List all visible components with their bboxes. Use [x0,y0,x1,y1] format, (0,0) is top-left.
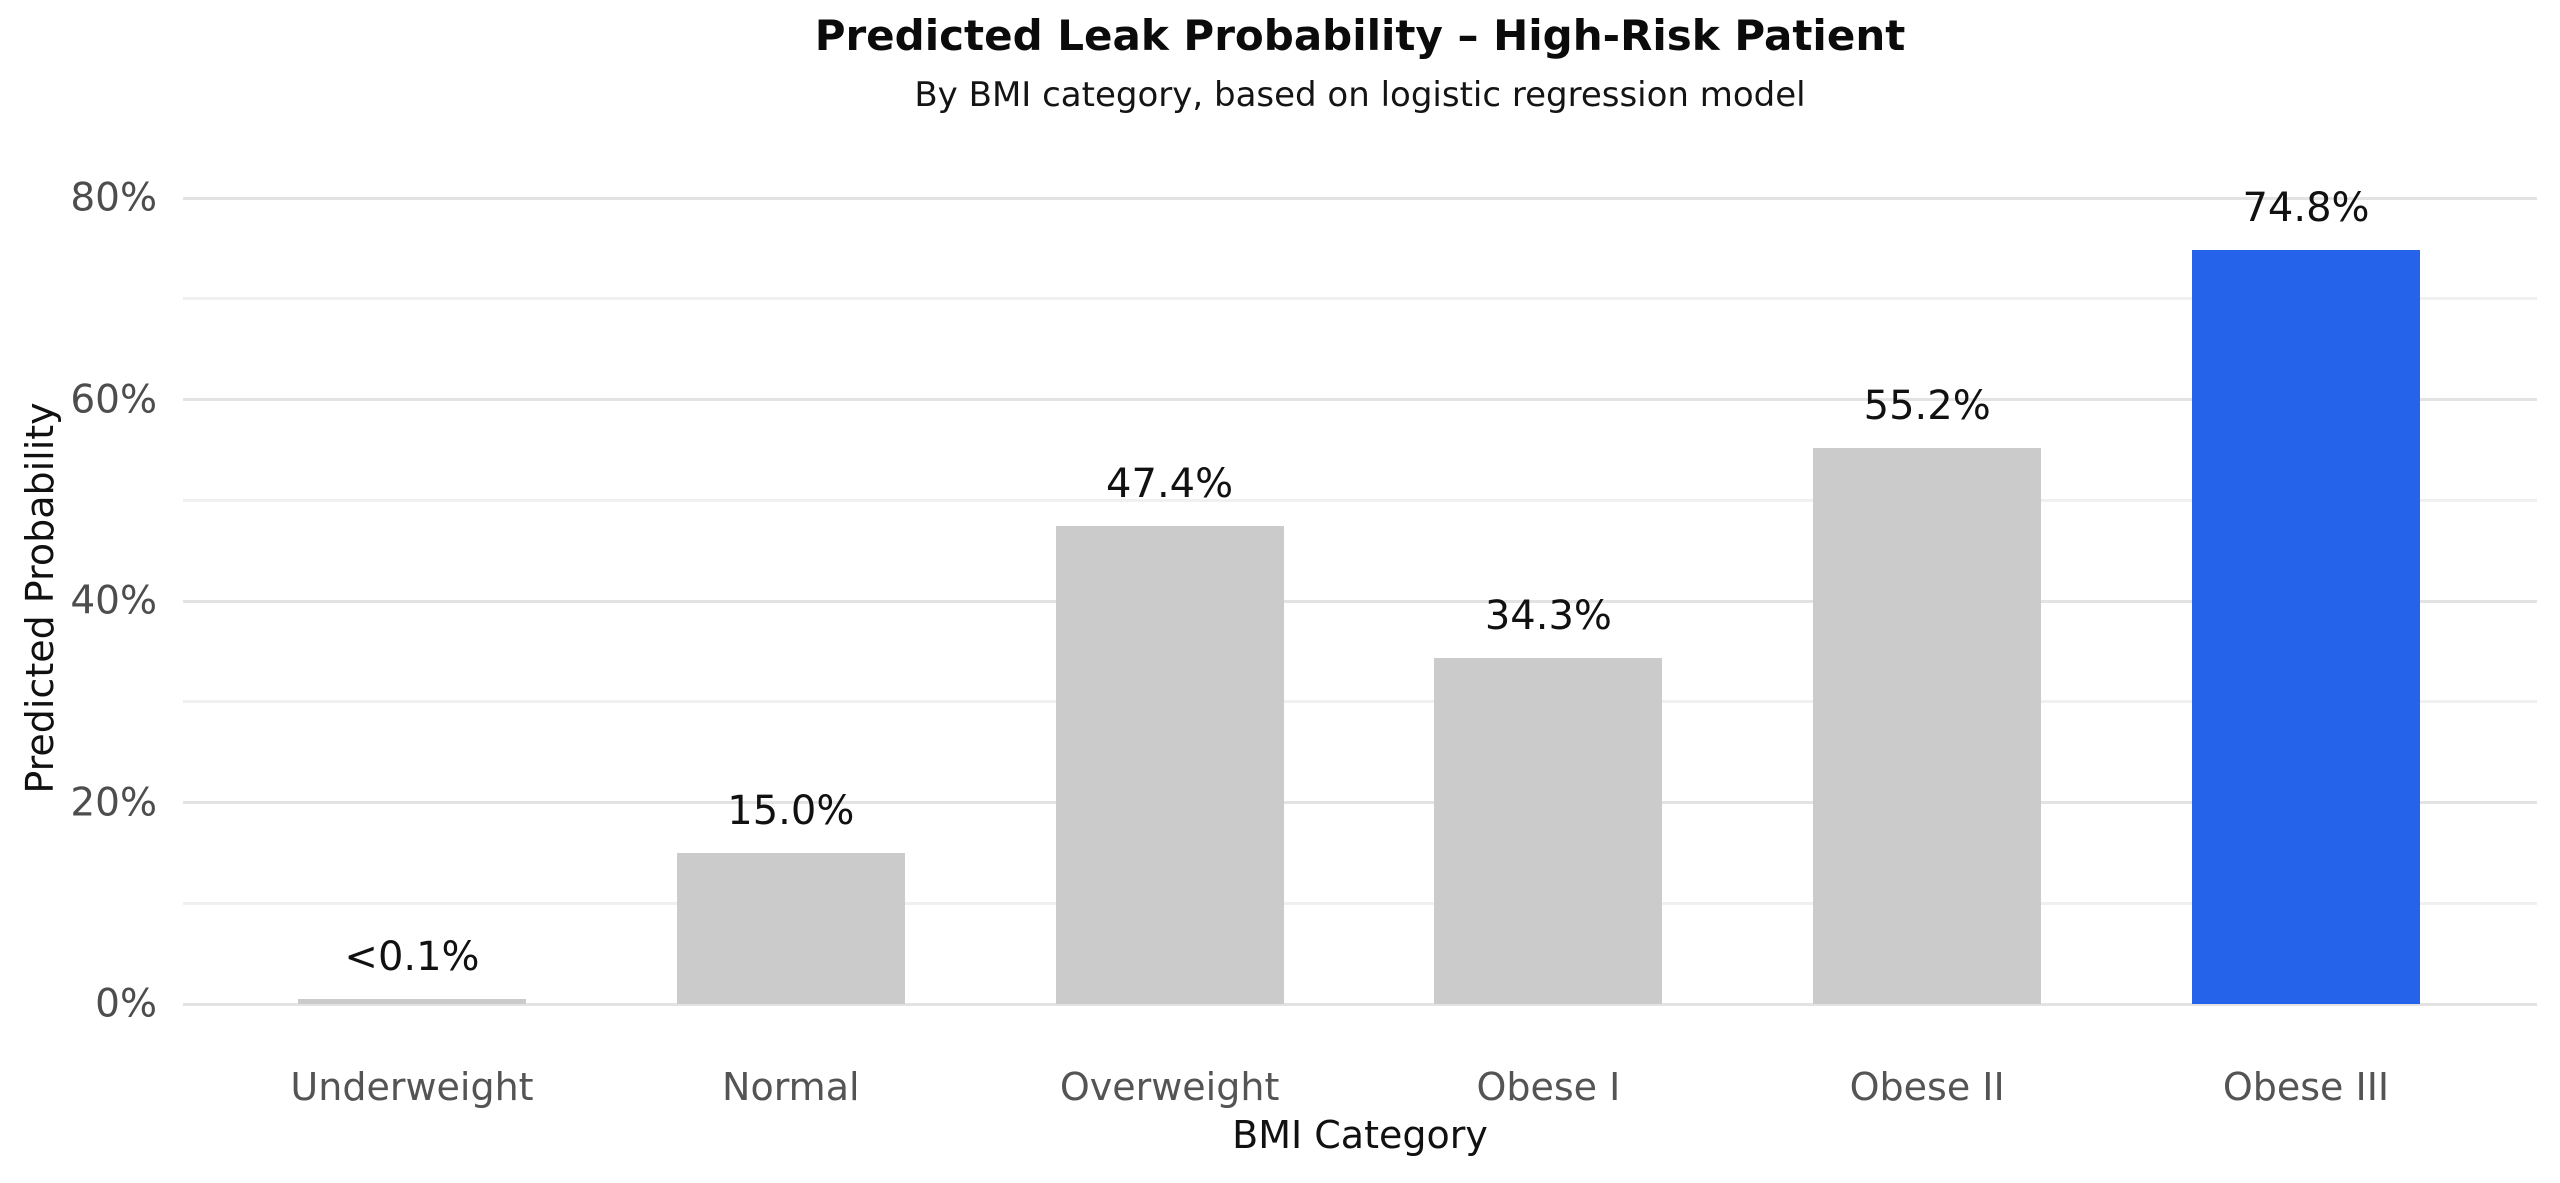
bar-value-label-obese-iii: 74.8% [2242,185,2370,232]
bar-value-label-obese-i: 34.3% [1484,593,1612,640]
bar-obese-iii [2192,250,2420,1004]
bar-value-label-overweight: 47.4% [1106,461,1234,508]
x-tick-label-obese-ii: Obese II [1849,1065,2005,1109]
bar-value-label-obese-ii: 55.2% [1863,382,1991,429]
major-gridline-0pct [183,1002,2537,1006]
x-tick-label-obese-iii: Obese III [2222,1065,2390,1109]
bar-value-label-underweight: <0.1% [344,934,480,980]
y-tick-label-0pct: 0% [95,981,157,1027]
y-tick-label-60pct: 60% [70,377,157,422]
y-tick-label-80pct: 80% [70,175,157,221]
bar-normal [676,852,905,1004]
major-gridline-40pct [183,599,2537,603]
bar-obese-ii [1813,447,2042,1004]
bar-overweight [1055,526,1284,1004]
bar-value-label-normal: 15.0% [727,787,855,834]
y-tick-label-20pct: 20% [70,780,157,825]
x-axis-title: BMI Category [1232,1113,1488,1157]
major-gridline-60pct [183,398,2537,401]
plot-area: <0.1% 15.0% 47.4% 34.3% 55.2% 74.8% [183,150,2537,1006]
minor-gridline-50pct [183,498,2537,502]
x-tick-label-obese-i: Obese I [1476,1065,1621,1109]
chart-subtitle: By BMI category, based on logistic regre… [914,75,1806,115]
major-gridline-20pct [183,801,2537,804]
x-tick-label-normal: Normal [722,1065,860,1109]
x-tick-label-underweight: Underweight [290,1065,534,1109]
chart-title: Predicted Leak Probability – High-Risk P… [814,11,1906,60]
minor-gridline-30pct [183,700,2537,704]
y-tick-label-40pct: 40% [70,578,157,624]
minor-gridline-70pct [183,297,2537,301]
major-gridline-80pct [183,196,2537,200]
x-tick-label-overweight: Overweight [1059,1065,1280,1109]
bar-underweight [298,999,526,1004]
bar-obese-i [1434,658,1663,1004]
minor-gridline-10pct [183,901,2537,905]
